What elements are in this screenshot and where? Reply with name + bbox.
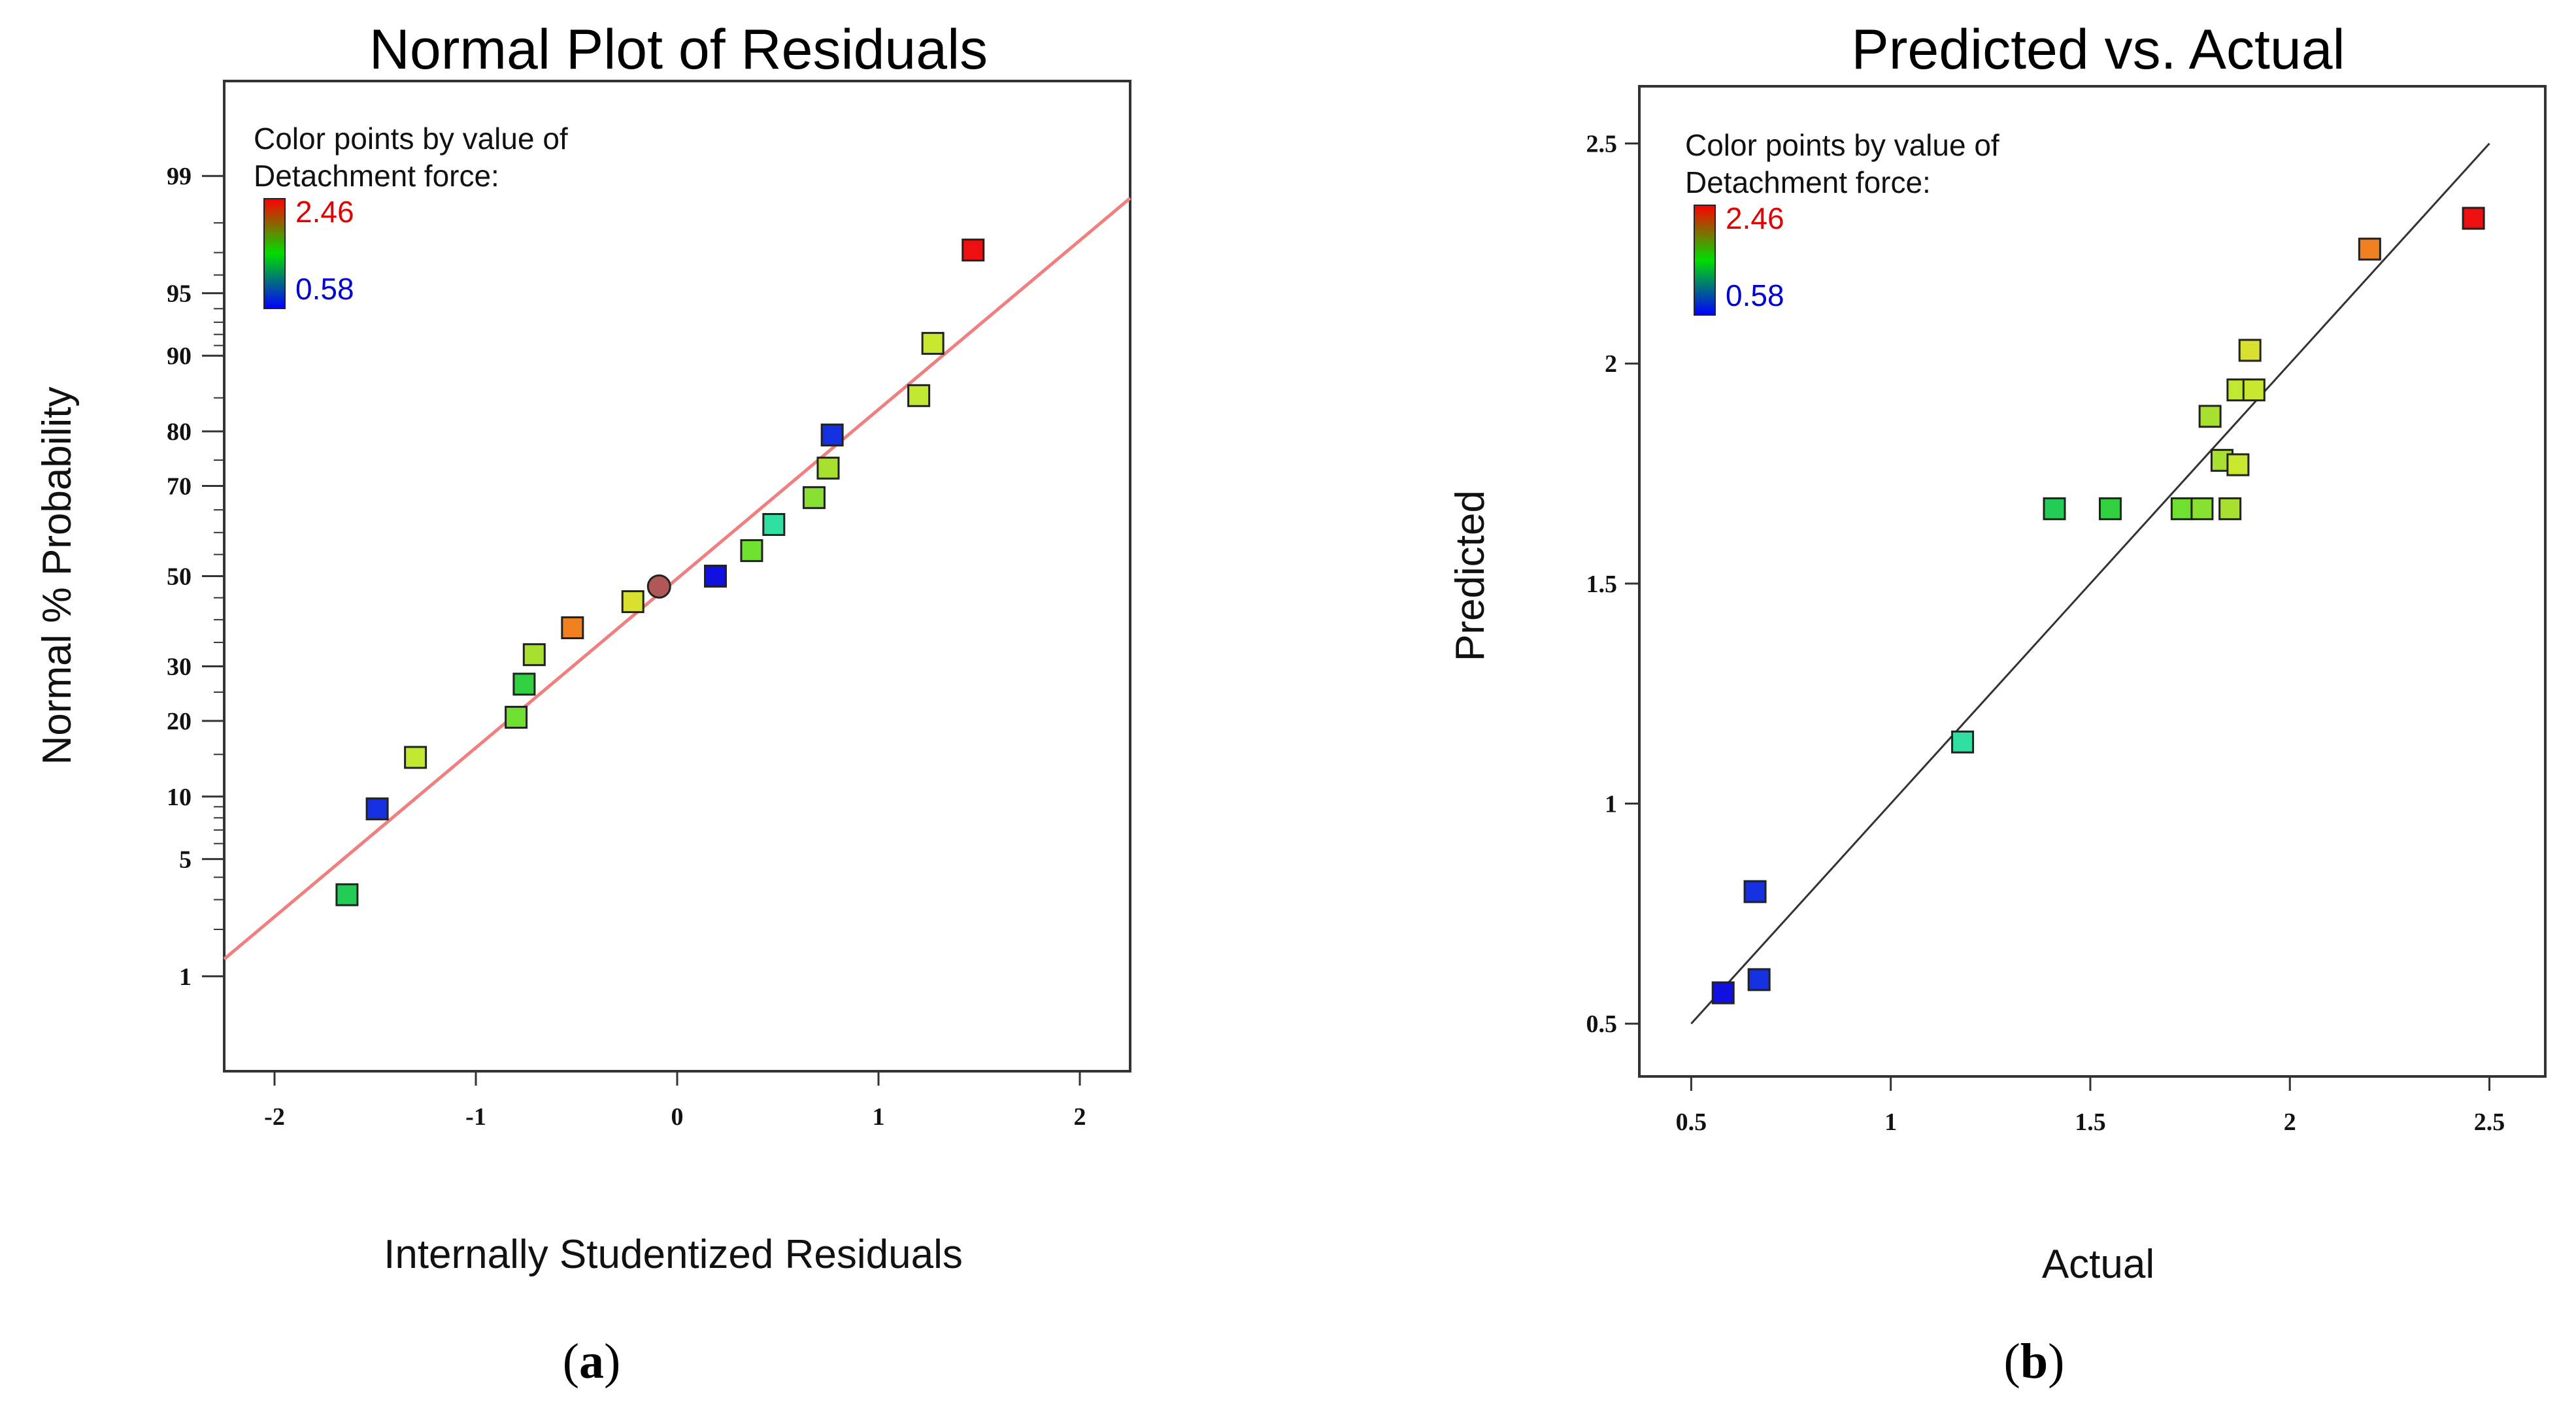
- chart-b-legend-line2: Detachment force:: [1685, 165, 1931, 199]
- chart-a-x-tick-label: 1: [873, 1103, 885, 1131]
- chart-a-y-tick-label: 70: [167, 473, 192, 500]
- chart-a-data-point: [921, 331, 945, 355]
- chart-b-x-tick-label: 1.5: [2075, 1108, 2106, 1136]
- chart-a-y-axis-label: Normal % Probability: [35, 387, 80, 765]
- chart-b-data-point: [1951, 730, 1975, 754]
- chart-a-data-point: [561, 616, 584, 640]
- predicted-vs-actual-panel: Predicted vs. Actual 0.5 1 1.5 2 2.5 0.5 1 1.5…: [1448, 18, 2547, 1389]
- chart-a-legend-max: 2.46: [295, 195, 354, 229]
- chart-b-y-tick-label: 0.5: [1586, 1010, 1618, 1038]
- chart-b-y-tick-label: 1.5: [1586, 571, 1618, 598]
- chart-a-x-tick-label: -1: [465, 1103, 486, 1131]
- chart-a-y-tick-label: 80: [167, 418, 192, 446]
- normal-plot-panel: Normal Plot of Residuals 151020305070809…: [35, 18, 1131, 1389]
- chart-b-y-ticks: 0.5 1 1.5 2 2.5: [1586, 131, 1639, 1038]
- chart-a-y-tick-label: 99: [167, 163, 192, 190]
- chart-b-data-point: [1711, 981, 1735, 1005]
- chart-a-data-point: [365, 797, 389, 821]
- chart-b-x-tick-label: 0.5: [1676, 1108, 1707, 1136]
- chart-a-legend: Color points by value of Detachment forc…: [254, 122, 568, 309]
- chart-a-data-point: [802, 486, 826, 509]
- chart-a-x-tick-label: 2: [1074, 1103, 1086, 1131]
- chart-b-data-point: [2218, 497, 2242, 520]
- chart-a-data-point: [816, 456, 840, 480]
- chart-a-data-point: [505, 705, 528, 729]
- chart-a-data-point: [762, 512, 786, 536]
- chart-b-y-tick-label: 1: [1605, 791, 1617, 818]
- chart-a-y-tick-label: 5: [179, 846, 192, 873]
- chart-b-data-point: [2043, 497, 2066, 520]
- chart-a-legend-colorbar: [263, 198, 286, 309]
- chart-a-data-point: [404, 746, 427, 769]
- chart-a-x-tick-label: 0: [671, 1103, 684, 1131]
- chart-a-data-point: [646, 574, 671, 599]
- chart-b-x-axis-label: Actual: [2042, 1242, 2154, 1287]
- chart-a-legend-line2: Detachment force:: [254, 159, 499, 193]
- chart-a-x-axis-label: Internally Studentized Residuals: [384, 1232, 963, 1277]
- chart-b-x-tick-label: 2: [2284, 1108, 2296, 1136]
- panel-label-b: (b): [2004, 1334, 2065, 1389]
- chart-a-data-point: [907, 384, 931, 407]
- chart-b-data-point: [2358, 237, 2381, 261]
- chart-a-data-point: [704, 565, 728, 588]
- chart-b-x-ticks: 0.5 1 1.5 2 2.5: [1676, 1076, 2505, 1136]
- chart-a-legend-min: 0.58: [295, 272, 354, 306]
- chart-a-y-tick-label: 20: [167, 708, 192, 735]
- chart-a-legend-line1: Color points by value of: [254, 122, 568, 156]
- chart-a-points: [335, 239, 985, 907]
- chart-a-y-tick-label: 50: [167, 563, 192, 591]
- chart-b-y-axis-label: Predicted: [1448, 490, 1493, 661]
- chart-a-data-point: [962, 239, 985, 262]
- chart-b-legend-colorbar: [1694, 205, 1716, 316]
- chart-b-data-point: [2198, 405, 2222, 428]
- chart-a-y-tick-label: 10: [167, 784, 192, 811]
- chart-a-x-ticks: -2 -1 0 1 2: [264, 1071, 1086, 1131]
- chart-b-data-point: [2190, 497, 2214, 520]
- chart-a-data-point: [820, 424, 844, 447]
- chart-b-data-point: [1747, 968, 1771, 991]
- panel-label-a: (a): [563, 1334, 621, 1389]
- chart-b-legend-min: 0.58: [1726, 278, 1784, 312]
- chart-a-y-tick-label: 30: [167, 654, 192, 681]
- chart-a-data-point: [522, 643, 546, 667]
- chart-b-title: Predicted vs. Actual: [1851, 18, 2345, 81]
- chart-a-y-tick-label: 90: [167, 342, 192, 370]
- chart-b-x-tick-label: 2.5: [2474, 1108, 2505, 1136]
- chart-b-legend: Color points by value of Detachment forc…: [1685, 128, 1999, 316]
- chart-a-title: Normal Plot of Residuals: [369, 18, 988, 81]
- chart-b-points: [1711, 207, 2485, 1005]
- chart-a-y-ticks: 1 5 10 20 30 50 70 80 90 95 99: [167, 163, 224, 991]
- chart-b-y-tick-label: 2.5: [1586, 131, 1618, 158]
- chart-a-y-tick-label: 1: [179, 963, 192, 991]
- chart-b-data-point: [2238, 339, 2262, 362]
- chart-a-x-tick-label: -2: [264, 1103, 285, 1131]
- chart-a-data-point: [740, 539, 763, 562]
- chart-b-legend-line1: Color points by value of: [1685, 128, 1999, 162]
- chart-a-data-point: [512, 673, 536, 696]
- chart-a-fit-line: [223, 197, 1131, 961]
- chart-a-frame: [223, 80, 1131, 1073]
- chart-b-data-point: [2098, 497, 2122, 520]
- chart-b-data-point: [2170, 497, 2194, 520]
- chart-b-frame: [1638, 85, 2547, 1078]
- chart-b-data-point: [2226, 453, 2250, 476]
- chart-b-data-point: [2462, 207, 2485, 230]
- chart-b-x-tick-label: 1: [1884, 1108, 1897, 1136]
- chart-b-data-point: [1743, 880, 1767, 903]
- chart-a-y-tick-label: 95: [167, 280, 192, 308]
- chart-a-data-point: [335, 883, 359, 907]
- chart-a-data-point: [621, 590, 644, 614]
- chart-b-legend-max: 2.46: [1726, 201, 1784, 235]
- chart-b-data-point: [2242, 378, 2266, 402]
- chart-b-fit-line: [1690, 142, 2490, 1025]
- chart-b-y-tick-label: 2: [1605, 350, 1617, 378]
